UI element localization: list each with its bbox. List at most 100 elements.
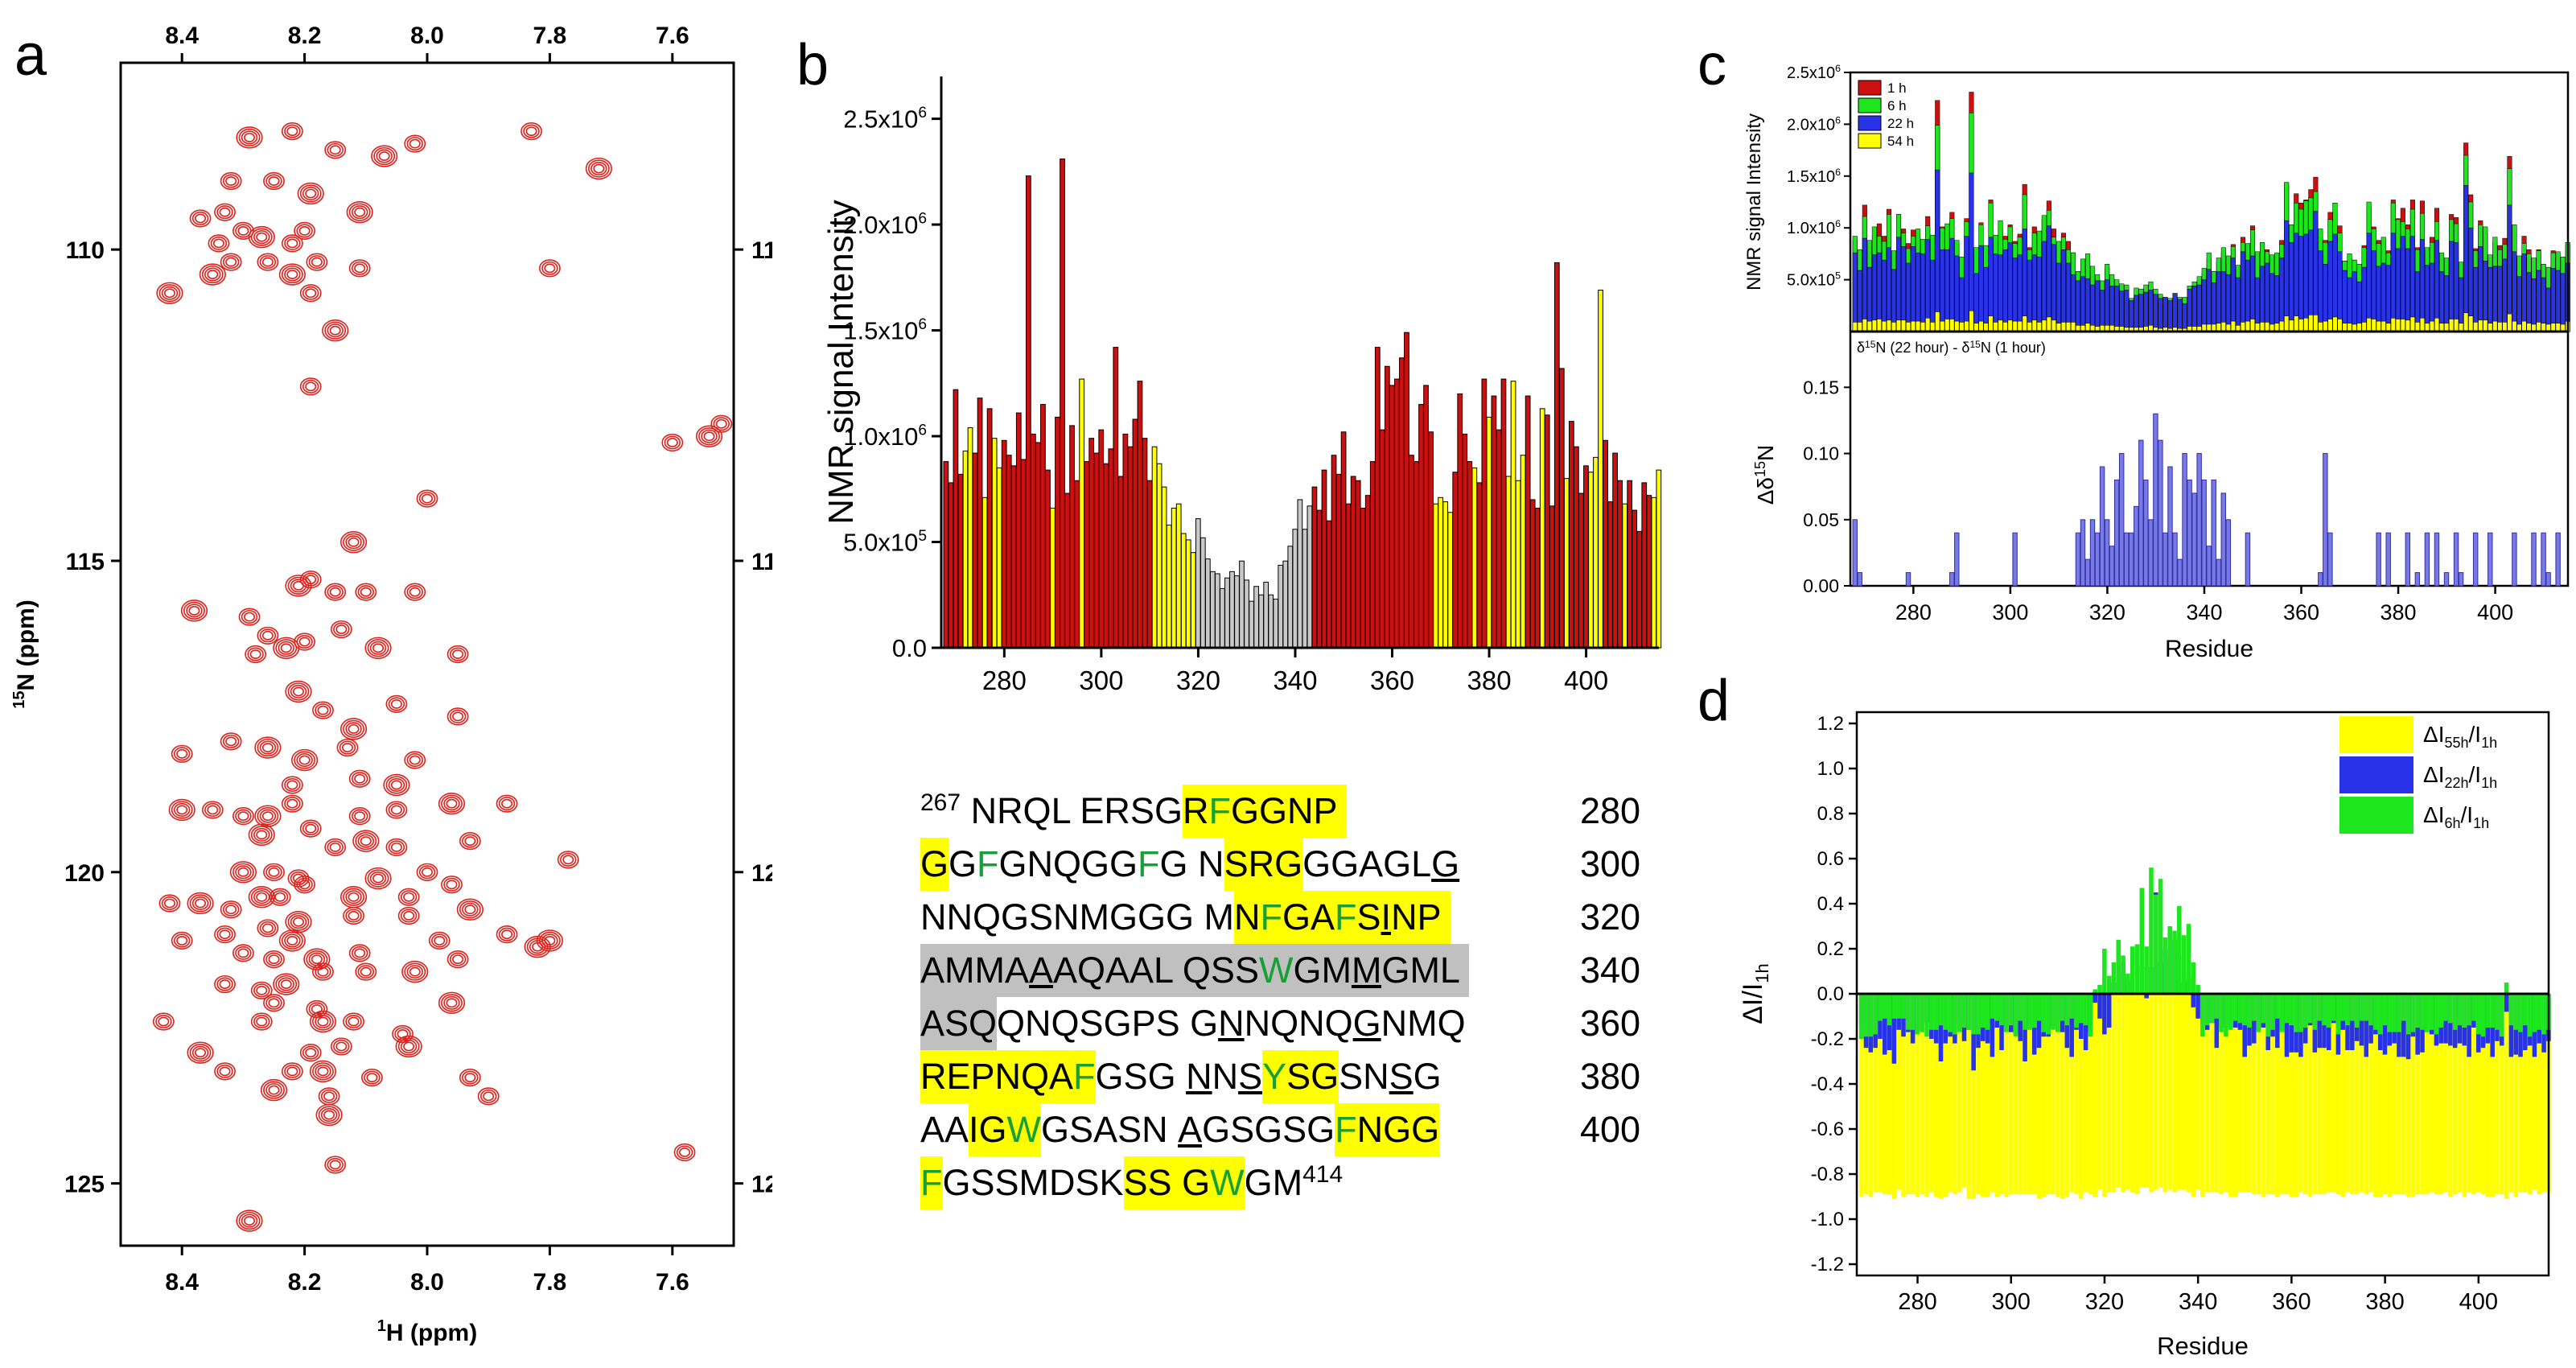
y-axis-label-bottom: Δδ15N <box>1752 445 1778 505</box>
relative-bar-2 <box>1863 994 1869 1037</box>
stacked-bar-2 <box>2206 269 2212 332</box>
y-tick-label: 0.8 <box>1817 803 1844 825</box>
peak-contour <box>278 929 306 952</box>
sequence-residues: AAIGWGSASN AGSGSGFNGG <box>920 1103 1440 1156</box>
intensity-bar <box>1534 507 1541 649</box>
peak-contour <box>189 1044 212 1062</box>
stacked-bar-3 <box>2473 322 2479 332</box>
intensity-bar <box>1185 539 1191 649</box>
delta-bar <box>2424 532 2430 587</box>
peak-contour <box>698 427 720 446</box>
relative-bar-2 <box>2438 994 2444 1028</box>
relative-bar-1 <box>2214 994 2220 1049</box>
peak-contour <box>259 255 277 270</box>
intensity-bar <box>1278 564 1284 649</box>
relative-bar-2 <box>2060 994 2065 1021</box>
intensity-bar <box>1369 461 1376 649</box>
stacked-bar-3 <box>2497 322 2503 332</box>
peak-contour <box>446 880 458 890</box>
delta-bar <box>2143 479 2149 587</box>
relative-bar-0 <box>1924 994 1929 1197</box>
y-tick-label: 2.5x106 <box>843 105 927 133</box>
peak-contour <box>452 954 464 965</box>
intensity-bar <box>1646 495 1652 649</box>
peak-contour <box>317 1016 329 1027</box>
peak-contour <box>369 871 387 886</box>
peak-contour <box>418 865 436 880</box>
peak-contour <box>278 977 294 991</box>
relative-bar-2 <box>2079 994 2084 1024</box>
delta-bar <box>2545 572 2551 587</box>
y-tick-label-left: 110 <box>66 237 105 264</box>
relative-bar-0 <box>2167 994 2172 1190</box>
x-tick-label: 280 <box>982 665 1027 695</box>
relative-bar-0 <box>2475 994 2481 1193</box>
intensity-bar <box>1079 378 1084 649</box>
relative-bar-1 <box>2102 994 2107 1035</box>
relative-bar-2 <box>2275 994 2280 1019</box>
stacked-bar-2 <box>2560 273 2566 332</box>
relative-bar-2 <box>2420 994 2425 1030</box>
relative-bar-0 <box>2532 994 2537 1190</box>
relative-bar-0 <box>2317 994 2322 1195</box>
relative-bar-2 <box>2425 994 2430 1032</box>
stacked-bar-3 <box>1901 319 1907 332</box>
peak-contour <box>210 236 228 250</box>
relative-bar-2 <box>1858 994 1864 1039</box>
peak-contour <box>343 906 364 925</box>
stacked-bar-2 <box>2478 246 2483 332</box>
intensity-bar <box>1553 262 1560 649</box>
peak-contour <box>348 723 360 734</box>
stacked-bar-3 <box>2220 322 2226 332</box>
stacked-bar-3 <box>2405 319 2410 332</box>
relative-bar-0 <box>2153 994 2158 1190</box>
stacked-bar-3 <box>2274 323 2280 332</box>
peak-contour <box>397 1029 409 1039</box>
stacked-bar-2 <box>1935 169 1940 332</box>
peak-contour <box>459 900 481 919</box>
intensity-bar <box>986 408 993 649</box>
stacked-bar-2 <box>2201 279 2207 332</box>
relative-bar-2 <box>2106 975 2112 994</box>
delta-bar <box>2084 558 2091 587</box>
delta-bar <box>2182 453 2187 587</box>
stacked-bar-3 <box>2512 320 2517 332</box>
y-tick-label: 1.2 <box>1817 713 1844 735</box>
sequence-segment: F <box>920 1156 943 1209</box>
stacked-bar-2 <box>2400 236 2405 332</box>
intensity-bar <box>1020 459 1027 649</box>
stacked-bar-2 <box>2007 241 2013 332</box>
peak-contour <box>220 253 242 271</box>
stacked-bar-2 <box>2172 294 2178 332</box>
peak-contour <box>459 1069 481 1087</box>
peak-contour <box>216 1064 233 1078</box>
relative-bar-2 <box>2322 994 2327 1026</box>
peak-contour <box>323 1091 335 1102</box>
peak-contour <box>335 1041 348 1052</box>
peak-contour <box>180 600 208 622</box>
stacked-bar-3 <box>2381 320 2386 332</box>
relative-bar-2 <box>2097 984 2102 994</box>
x-tick-label: 380 <box>2365 1289 2404 1315</box>
intensity-bar <box>1249 600 1254 649</box>
legend-label: ΔI55h/I1h <box>2423 722 2497 751</box>
peak-contour <box>318 1106 340 1124</box>
peak-contour <box>199 263 226 286</box>
y-axis-label: NMR signal Intensity <box>821 200 861 524</box>
relative-bar-0 <box>2228 994 2233 1197</box>
stacked-bar-3 <box>2031 319 2037 332</box>
y-tick-label: 0.6 <box>1817 848 1844 870</box>
intensity-bar <box>1282 560 1289 649</box>
peak-contour <box>443 797 460 811</box>
stacked-bar-3 <box>2298 319 2304 332</box>
relative-bar-0 <box>2008 994 2014 1195</box>
intensity-bar <box>1418 404 1424 649</box>
peak-contour <box>263 171 285 191</box>
peak-contour <box>390 780 402 790</box>
relative-bar-0 <box>2462 994 2467 1197</box>
sequence-row-number: 380 <box>1580 1056 1641 1097</box>
relative-bar-0 <box>1985 994 1990 1197</box>
protein-sequence: 267 NRQL ERSGRFGGNP 280 GGFGNQGGFG NSRGGG… <box>920 785 1640 1209</box>
sequence-segment: GGAGL <box>1302 843 1432 884</box>
relative-bar-2 <box>2443 994 2448 1021</box>
